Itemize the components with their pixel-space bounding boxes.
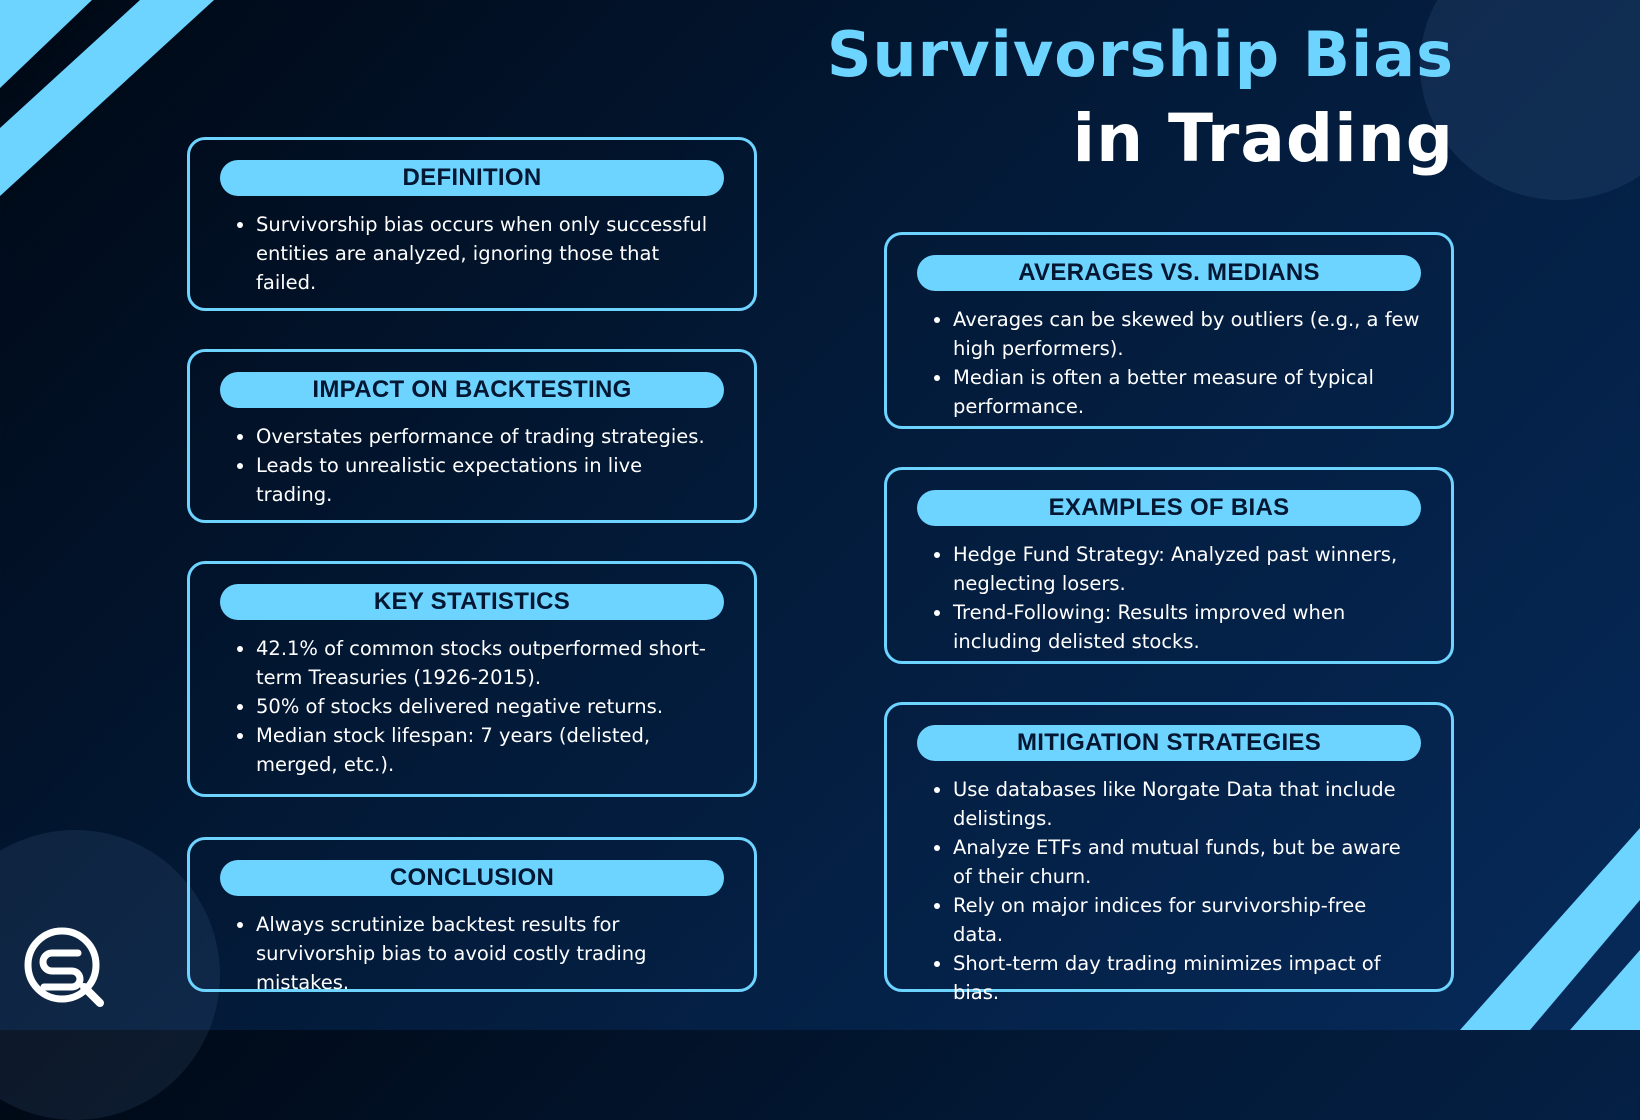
- list-item: Hedge Fund Strategy: Analyzed past winne…: [953, 540, 1421, 598]
- averages-card: AVERAGES VS. MEDIANS Averages can be ske…: [884, 232, 1454, 429]
- list-item: 42.1% of common stocks outperformed shor…: [256, 634, 724, 692]
- list-item: Survivorship bias occurs when only succe…: [256, 210, 724, 297]
- list-item: Median stock lifespan: 7 years (delisted…: [256, 721, 724, 779]
- conclusion-card: CONCLUSION Always scrutinize backtest re…: [187, 837, 757, 994]
- mitigation-heading: MITIGATION STRATEGIES: [917, 725, 1421, 761]
- sq-logo-icon: [24, 927, 104, 1007]
- list-item: Averages can be skewed by outliers (e.g.…: [953, 305, 1421, 363]
- title-line-1: Survivorship Bias: [826, 18, 1454, 91]
- definition-card: DEFINITION Survivorship bias occurs when…: [187, 137, 757, 311]
- conclusion-list: Always scrutinize backtest results for s…: [220, 910, 724, 997]
- list-item: 50% of stocks delivered negative returns…: [256, 692, 724, 721]
- list-item: Trend-Following: Results improved when i…: [953, 598, 1421, 656]
- definition-heading: DEFINITION: [220, 160, 724, 196]
- definition-list: Survivorship bias occurs when only succe…: [220, 210, 724, 297]
- statistics-list: 42.1% of common stocks outperformed shor…: [220, 634, 724, 779]
- list-item: Leads to unrealistic expectations in liv…: [256, 451, 724, 509]
- impact-heading: IMPACT ON BACKTESTING: [220, 372, 724, 408]
- examples-heading: EXAMPLES OF BIAS: [917, 490, 1421, 526]
- title-line-2: in Trading: [1072, 100, 1454, 177]
- examples-card: EXAMPLES OF BIAS Hedge Fund Strategy: An…: [884, 467, 1454, 664]
- list-item: Use databases like Norgate Data that inc…: [953, 775, 1421, 833]
- averages-list: Averages can be skewed by outliers (e.g.…: [917, 305, 1421, 421]
- list-item: Rely on major indices for survivorship-f…: [953, 891, 1421, 949]
- list-item: Analyze ETFs and mutual funds, but be aw…: [953, 833, 1421, 891]
- mitigation-card: MITIGATION STRATEGIES Use databases like…: [884, 702, 1454, 1004]
- impact-list: Overstates performance of trading strate…: [220, 422, 724, 509]
- conclusion-heading: CONCLUSION: [220, 860, 724, 896]
- statistics-heading: KEY STATISTICS: [220, 584, 724, 620]
- mitigation-list: Use databases like Norgate Data that inc…: [917, 775, 1421, 1007]
- page-title: Survivorship Bias in Trading: [827, 24, 1454, 172]
- list-item: Always scrutinize backtest results for s…: [256, 910, 724, 997]
- examples-list: Hedge Fund Strategy: Analyzed past winne…: [917, 540, 1421, 656]
- list-item: Overstates performance of trading strate…: [256, 422, 724, 451]
- impact-card: IMPACT ON BACKTESTING Overstates perform…: [187, 349, 757, 523]
- statistics-card: KEY STATISTICS 42.1% of common stocks ou…: [187, 561, 757, 797]
- list-item: Median is often a better measure of typi…: [953, 363, 1421, 421]
- averages-heading: AVERAGES VS. MEDIANS: [917, 255, 1421, 291]
- list-item: Short-term day trading minimizes impact …: [953, 949, 1421, 1007]
